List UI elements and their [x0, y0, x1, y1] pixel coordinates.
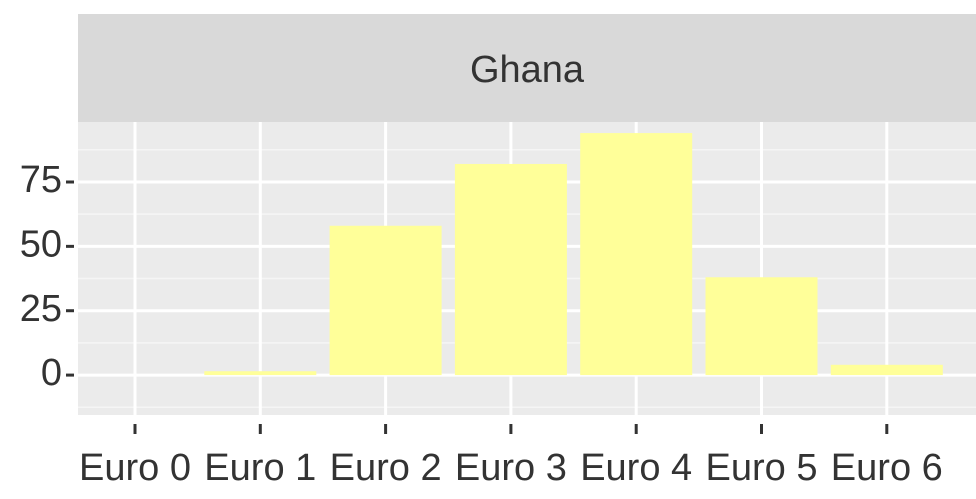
bar: [580, 133, 693, 376]
y-tick-label: 75: [20, 159, 62, 201]
x-tick-label: Euro 4: [580, 447, 692, 489]
x-tick-label: Euro 1: [204, 447, 316, 489]
bar: [705, 277, 818, 376]
x-tick-label: Euro 2: [330, 447, 442, 489]
y-tick-label: 0: [41, 352, 62, 394]
bar: [329, 225, 442, 376]
x-tick-label: Euro 6: [831, 447, 943, 489]
y-tick-label: 25: [20, 288, 62, 330]
x-tick-label: Euro 5: [706, 447, 818, 489]
facet-strip: [78, 14, 976, 122]
bar: [830, 364, 943, 376]
bar: [204, 371, 317, 376]
x-tick-label: Euro 3: [455, 447, 567, 489]
bar: [454, 163, 567, 376]
x-tick-label: Euro 0: [79, 447, 191, 489]
chart-title: Ghana: [470, 49, 585, 91]
y-tick-label: 50: [20, 223, 62, 265]
